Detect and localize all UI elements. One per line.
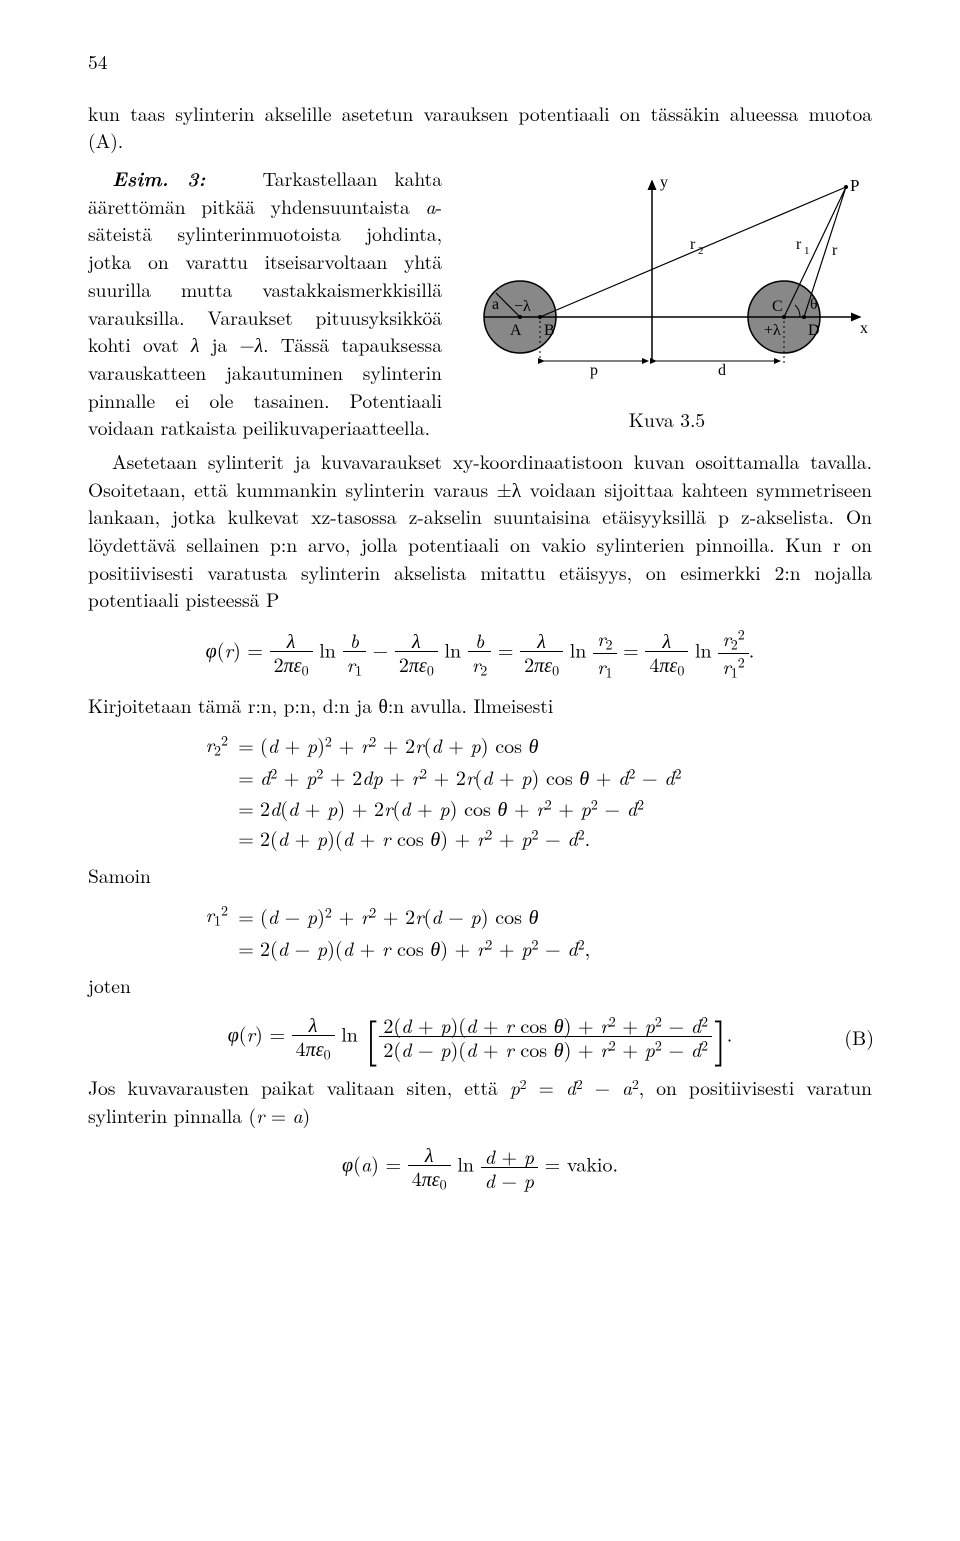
svg-text:C: C <box>772 298 783 315</box>
figure-svg: y x a −λ A B C +λ D θ P r2 r1 r p d <box>462 169 872 389</box>
svg-text:P: P <box>850 176 859 195</box>
para-3: Asetetaan sylinterit ja kuvavaraukset xy… <box>88 448 872 614</box>
svg-text:+λ: +λ <box>764 322 781 339</box>
figure-caption: Kuva 3.5 <box>462 406 872 434</box>
eq-phi-r: φ(r) = λ2πε0 ln br1 − λ2πε0 ln br2 = λ2π… <box>88 626 872 680</box>
svg-text:r: r <box>832 242 838 259</box>
para-5: Samoin <box>88 862 872 890</box>
svg-text:r: r <box>690 236 696 253</box>
svg-text:2: 2 <box>698 245 704 257</box>
eq-phi-B: φ(r) = λ4πε0 ln [ 2(d + p)(d + r cos θ) … <box>88 1012 872 1063</box>
para-7: Jos kuvavarausten paikat valitaan siten,… <box>88 1074 872 1130</box>
example-label: Esim. 3: <box>112 165 205 192</box>
svg-text:a: a <box>492 296 499 313</box>
svg-text:B: B <box>544 322 555 339</box>
svg-text:−λ: −λ <box>514 298 531 315</box>
eq-r2: r22=(d + p)2 + r2 + 2r(d + p) cos θ =d2 … <box>168 730 872 853</box>
svg-text:p: p <box>590 362 598 379</box>
page-number: 54 <box>88 48 872 76</box>
eq-number-b: (B) <box>844 1023 874 1051</box>
svg-text:θ: θ <box>810 296 818 313</box>
svg-text:r: r <box>796 236 802 253</box>
svg-text:d: d <box>718 362 726 379</box>
figure-3-5: y x a −λ A B C +λ D θ P r2 r1 r p d Kuva… <box>462 169 872 433</box>
svg-text:A: A <box>510 322 522 339</box>
para-6: joten <box>88 972 872 1000</box>
svg-text:1: 1 <box>804 245 810 257</box>
svg-text:x: x <box>860 320 868 337</box>
svg-text:y: y <box>660 174 668 191</box>
svg-text:D: D <box>808 322 820 339</box>
eq-phi-a: φ(a) = λ4πε0 ln d + pd − p = vakio. <box>88 1142 872 1193</box>
para-1: kun taas sylinterin akselille asetetun v… <box>88 100 872 155</box>
eq-r1: r12=(d − p)2 + r2 + 2r(d − p) cos θ =2(d… <box>168 900 872 962</box>
para-4: Kirjoitetaan tämä r:n, p:n, d:n ja θ:n a… <box>88 692 872 720</box>
